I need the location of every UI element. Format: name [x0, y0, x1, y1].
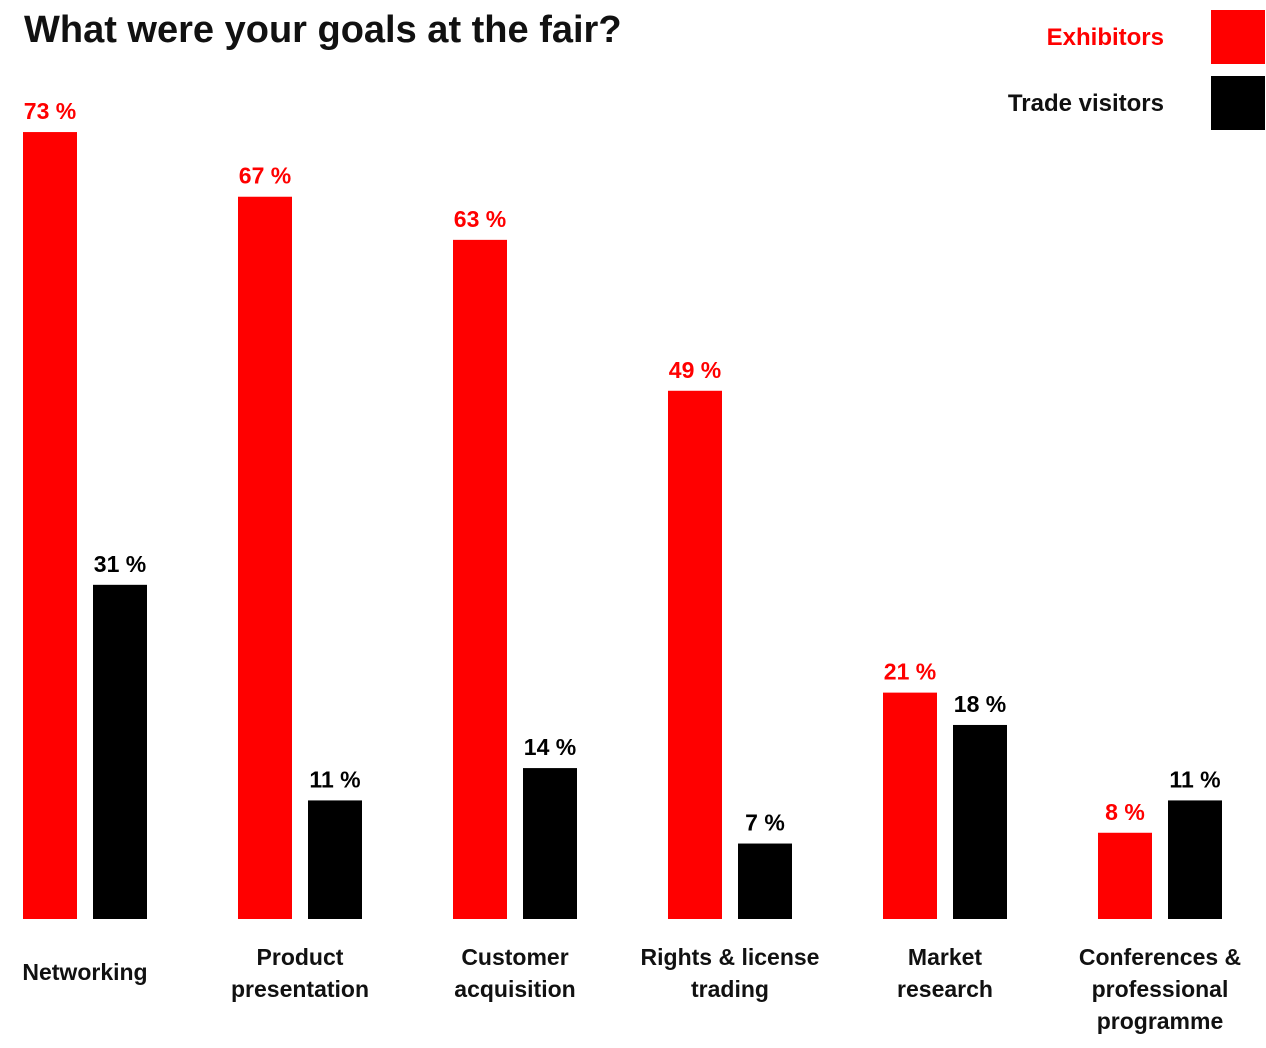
bar-trade-visitors-3	[738, 843, 792, 919]
bar-exhibitors-2	[453, 239, 507, 920]
category-label-4-line-1: research	[897, 976, 993, 1002]
value-label-exhibitors-4: 21 %	[884, 659, 936, 685]
value-labels: 73 % 31 % 67 % 11 % 63 % 14 % 49 % 7 % 21 % 18 % 8…	[24, 98, 1221, 835]
legend: Exhibitors Trade visitors	[1008, 10, 1265, 130]
category-label-2-line-1: acquisition	[454, 976, 575, 1002]
value-label-trade-visitors-3: 7 %	[745, 810, 785, 836]
legend-label-trade-visitors: Trade visitors	[1008, 90, 1164, 117]
value-label-exhibitors-2: 63 %	[454, 206, 506, 232]
bars	[23, 132, 1222, 920]
bar-trade-visitors-4	[953, 724, 1007, 919]
value-label-trade-visitors-0: 31 %	[94, 551, 146, 577]
chart-title: What were your goals at the fair?	[24, 9, 622, 51]
bar-exhibitors-1	[238, 196, 292, 920]
category-label-5-line-0: Conferences &	[1079, 944, 1241, 970]
category-label-2-line-0: Customer	[461, 944, 568, 970]
category-label-3-line-0: Rights & license	[641, 944, 820, 970]
bar-exhibitors-4	[883, 692, 937, 919]
bar-trade-visitors-1	[308, 800, 362, 919]
legend-swatch-exhibitors	[1211, 10, 1265, 64]
bar-exhibitors-3	[668, 390, 722, 919]
value-label-exhibitors-5: 8 %	[1105, 799, 1145, 825]
value-label-exhibitors-0: 73 %	[24, 98, 76, 124]
bar-trade-visitors-2	[523, 768, 577, 919]
bar-exhibitors-5	[1098, 832, 1152, 919]
category-labels: Networking Product presentation Customer acq…	[22, 944, 1241, 1034]
value-label-trade-visitors-2: 14 %	[524, 734, 576, 760]
category-label-0-line-0: Networking	[22, 959, 147, 985]
value-label-exhibitors-1: 67 %	[239, 163, 291, 189]
category-label-1-line-0: Product	[257, 944, 344, 970]
bar-trade-visitors-0	[93, 584, 147, 919]
category-label-4-line-0: Market	[908, 944, 982, 970]
value-label-trade-visitors-5: 11 %	[1169, 766, 1220, 792]
category-label-5-line-1: professional	[1092, 976, 1229, 1002]
legend-label-exhibitors: Exhibitors	[1047, 24, 1164, 51]
category-label-5-line-2: programme	[1097, 1008, 1224, 1034]
category-label-3-line-1: trading	[691, 976, 769, 1002]
bar-trade-visitors-5	[1168, 800, 1222, 919]
value-label-trade-visitors-4: 18 %	[954, 691, 1006, 717]
category-label-1-line-1: presentation	[231, 976, 369, 1002]
value-label-trade-visitors-1: 11 %	[309, 766, 360, 792]
bar-exhibitors-0	[23, 132, 77, 919]
value-label-exhibitors-3: 49 %	[669, 357, 721, 383]
legend-swatch-trade-visitors	[1211, 76, 1265, 130]
